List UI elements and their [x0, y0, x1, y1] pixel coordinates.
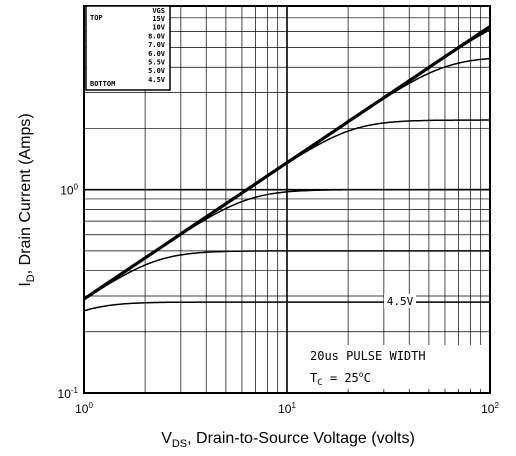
- legend-entry: 10V: [152, 24, 165, 32]
- x-tick-label: 101: [278, 401, 296, 416]
- curve-vgs-4-5: [83, 301, 490, 312]
- x-tick-label: 100: [75, 401, 93, 416]
- legend-entry: 6.0V: [148, 50, 166, 58]
- legend: TOP BOTTOM VGS 15V10V8.0V7.0V6.0V5.5V5.0…: [85, 5, 171, 91]
- y-tick-labels: 10-1 100: [58, 183, 79, 401]
- annotation-pulse-width: 20us PULSE WIDTH: [310, 349, 426, 363]
- x-tick-labels: 100 101 102: [75, 401, 499, 416]
- x-tick-label: 102: [481, 401, 499, 416]
- legend-top-label: TOP: [90, 14, 103, 22]
- y-axis-title: ID, Drain Current (Amps): [17, 113, 37, 286]
- x-axis-title: VDS, Drain-to-Source Voltage (volts): [161, 430, 415, 450]
- legend-header: VGS: [152, 7, 165, 15]
- y-tick-label: 10-1: [58, 386, 79, 401]
- legend-bottom-label: BOTTOM: [90, 80, 115, 88]
- legend-box: [85, 5, 171, 91]
- legend-entry: 15V: [152, 15, 165, 23]
- legend-entry: 8.0V: [148, 32, 166, 40]
- pulse-annotation: 20us PULSE WIDTH TC = 25oC: [304, 345, 486, 389]
- legend-entry: 4.5V: [148, 76, 166, 84]
- annotation-temperature: TC = 25oC: [310, 370, 371, 388]
- curve-label-4-5v: 4.5V: [387, 295, 414, 308]
- curve-vgs-5: [83, 250, 490, 301]
- plot-frame: [83, 5, 491, 394]
- legend-entry: 5.0V: [148, 67, 166, 75]
- curve-label-backing: [384, 294, 416, 308]
- y-tick-label: 100: [60, 183, 78, 198]
- legend-entry: 5.5V: [148, 59, 166, 67]
- annotation-backing: [304, 345, 486, 389]
- curve-vgs-5-5: [83, 188, 490, 300]
- legend-entry: 7.0V: [148, 41, 166, 49]
- drain-current-curves: [83, 25, 491, 312]
